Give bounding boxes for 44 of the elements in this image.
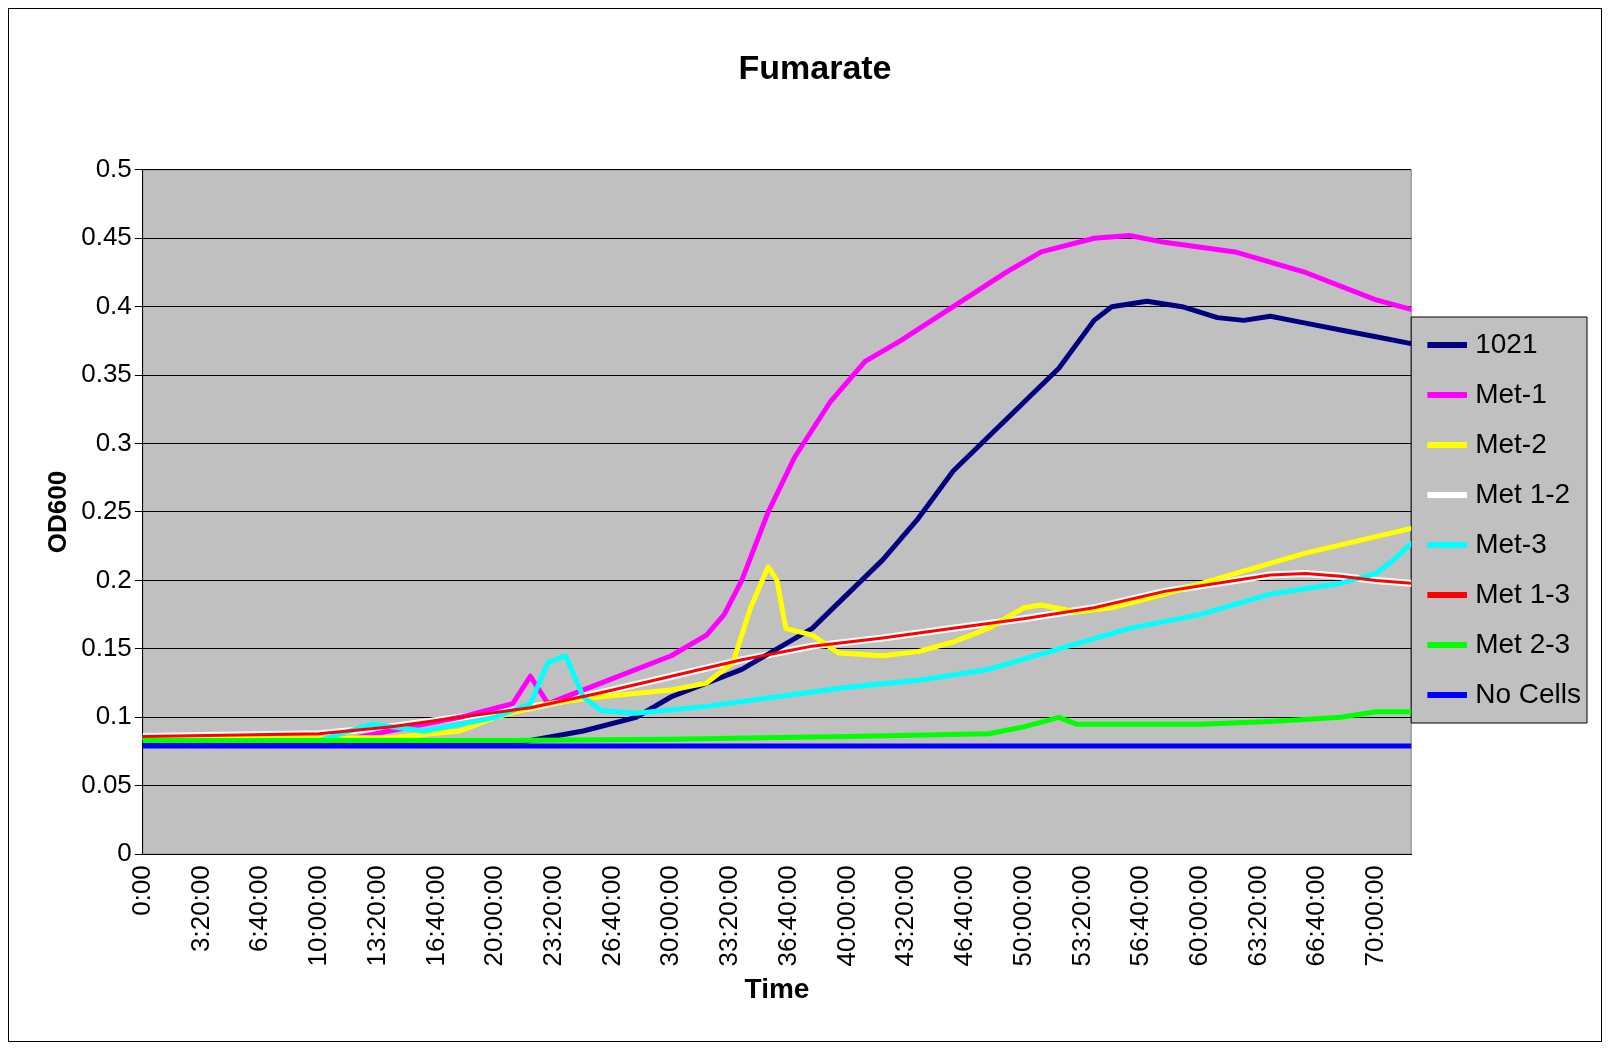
x-tick-label: 56:40:00 <box>1124 865 1155 967</box>
legend-label: 1021 <box>1475 327 1538 359</box>
x-axis-title: Time <box>744 972 810 1004</box>
legend-label: Met-1 <box>1475 377 1547 409</box>
y-axis-title: OD600 <box>41 470 72 554</box>
x-tick-label: 10:00:00 <box>302 865 333 967</box>
y-tick-label: 0.25 <box>81 495 132 526</box>
legend-label: No Cells <box>1475 677 1582 709</box>
x-tick-label: 13:20:00 <box>360 865 391 967</box>
x-tick-label: 50:00:00 <box>1006 865 1037 967</box>
x-tick-label: 66:40:00 <box>1300 865 1331 967</box>
chart-title: Fumarate <box>738 47 892 86</box>
x-tick-label: 20:00:00 <box>478 865 509 967</box>
x-tick-label: 46:40:00 <box>948 865 979 967</box>
x-tick-label: 3:20:00 <box>184 865 215 952</box>
y-tick-label: 0.1 <box>95 700 132 731</box>
x-tick-label: 43:20:00 <box>889 865 920 967</box>
legend-label: Met-2 <box>1475 427 1547 459</box>
x-tick-label: 16:40:00 <box>419 865 450 967</box>
x-tick-label: 26:40:00 <box>595 865 626 967</box>
y-tick-label: 0.05 <box>81 768 132 799</box>
y-tick-label: 0.4 <box>95 289 132 320</box>
y-tick-label: 0.45 <box>81 221 132 252</box>
x-tick-label: 30:00:00 <box>654 865 685 967</box>
x-tick-label: 40:00:00 <box>830 865 861 967</box>
y-tick-label: 0.5 <box>95 152 132 183</box>
legend-label: Met 2-3 <box>1475 627 1571 659</box>
legend-label: Met-3 <box>1475 527 1547 559</box>
legend-label: Met 1-3 <box>1475 577 1571 609</box>
y-tick-label: 0 <box>117 837 132 868</box>
y-tick-label: 0.2 <box>95 563 132 594</box>
x-tick-label: 33:20:00 <box>713 865 744 967</box>
x-tick-label: 36:40:00 <box>771 865 802 967</box>
x-tick-label: 0:00 <box>125 865 156 916</box>
x-tick-label: 6:40:00 <box>243 865 274 952</box>
y-tick-label: 0.15 <box>81 632 132 663</box>
x-tick-label: 70:00:00 <box>1359 865 1390 967</box>
x-tick-label: 23:20:00 <box>537 865 568 967</box>
y-tick-label: 0.35 <box>81 358 132 389</box>
x-tick-label: 53:20:00 <box>1065 865 1096 967</box>
legend-label: Met 1-2 <box>1475 477 1571 509</box>
x-tick-label: 63:20:00 <box>1241 865 1272 967</box>
x-tick-label: 60:00:00 <box>1182 865 1213 967</box>
y-tick-label: 0.3 <box>95 426 132 457</box>
